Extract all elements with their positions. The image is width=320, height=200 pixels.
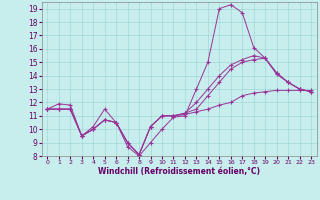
X-axis label: Windchill (Refroidissement éolien,°C): Windchill (Refroidissement éolien,°C) xyxy=(98,167,260,176)
